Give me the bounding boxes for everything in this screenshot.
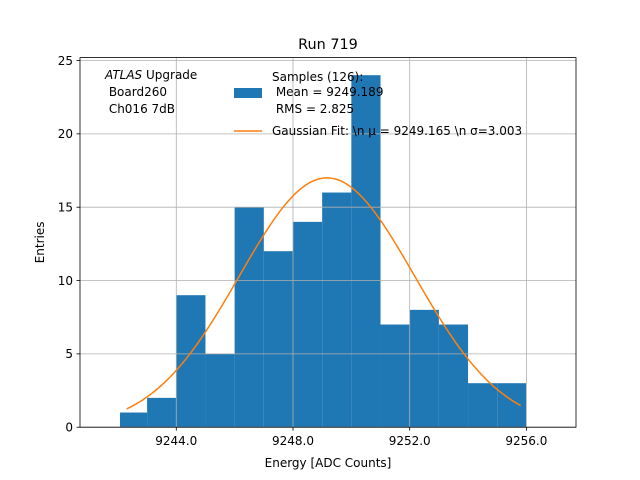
- histogram-bar: [468, 383, 498, 428]
- legend-samples-line1: Samples (126):: [272, 70, 363, 84]
- channel-label: Ch016 7dB: [105, 102, 175, 116]
- histogram-bar: [147, 397, 177, 428]
- histogram-bar: [380, 324, 410, 428]
- x-axis-ticks: 9244.0 9248.0 9252.0 9256.0: [155, 427, 547, 448]
- histogram-bar: [438, 324, 469, 428]
- board-label: Board260: [105, 85, 167, 99]
- axes-frame: [79, 57, 577, 428]
- histogram-bar: [322, 192, 352, 428]
- legend-fit-label: Gaussian Fit: \n μ = 9249.165 \n σ=3.003: [272, 124, 522, 138]
- gaussian-fit-curve: [126, 177, 521, 410]
- legend: Samples (126): Mean = 9249.189 RMS = 2.8…: [234, 70, 522, 138]
- y-axis-ticks: 0 5 10 15 20 25: [58, 54, 80, 435]
- grid-lines: [80, 57, 576, 428]
- histogram-bar: [205, 353, 235, 428]
- histogram-bar: [176, 295, 206, 428]
- histogram-bar: [497, 383, 527, 428]
- histogram-bar: [292, 221, 323, 428]
- x-tick-label: 9244.0: [155, 434, 197, 448]
- y-axis-label: Entries: [33, 222, 47, 264]
- x-axis-label: Energy [ADC Counts]: [265, 456, 392, 470]
- svg-text:ATLAS Upgrade: ATLAS Upgrade: [104, 68, 197, 82]
- histogram-bar: [119, 412, 148, 428]
- x-tick-label: 9256.0: [505, 434, 547, 448]
- y-tick-label: 15: [58, 201, 73, 215]
- chart-title: Run 719: [298, 37, 358, 53]
- x-tick-label: 9252.0: [389, 434, 431, 448]
- x-tick-label: 9248.0: [272, 434, 314, 448]
- atlas-annotation: ATLAS Upgrade Board260 Ch016 7dB: [104, 68, 197, 116]
- legend-samples-swatch: [234, 88, 262, 98]
- histogram-bars: [119, 75, 527, 428]
- histogram-bar: [409, 309, 439, 428]
- legend-samples-line2: Mean = 9249.189: [272, 85, 383, 99]
- y-tick-label: 25: [58, 54, 73, 68]
- y-tick-label: 0: [65, 421, 73, 435]
- legend-samples-line3: RMS = 2.825: [272, 102, 354, 116]
- y-tick-label: 20: [58, 127, 73, 141]
- y-tick-label: 10: [58, 274, 73, 288]
- atlas-label: ATLAS: [104, 68, 143, 82]
- upgrade-label: Upgrade: [142, 68, 197, 82]
- y-tick-label: 5: [65, 347, 73, 361]
- histogram-bar: [263, 251, 293, 428]
- histogram-bar: [234, 207, 264, 428]
